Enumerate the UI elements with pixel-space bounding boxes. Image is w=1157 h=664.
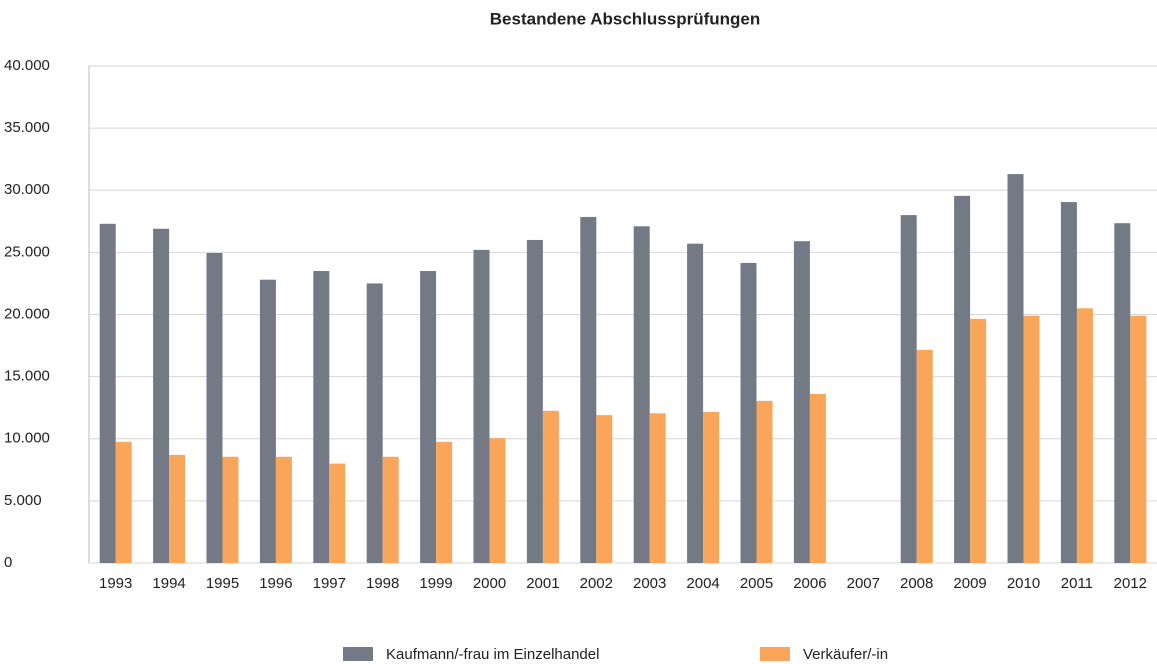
- x-tick-label: 1993: [99, 575, 132, 592]
- x-tick-label: 2011: [1061, 575, 1093, 592]
- bar: [420, 271, 437, 563]
- x-tick-label: 2010: [1007, 575, 1040, 592]
- x-tick-label: 1999: [419, 575, 452, 592]
- bar: [153, 228, 170, 563]
- bar: [633, 226, 650, 563]
- y-tick-label: 40.000: [4, 57, 50, 74]
- legend-swatch: [343, 647, 373, 661]
- bar: [916, 349, 933, 563]
- bar: [793, 241, 810, 563]
- bar: [366, 283, 383, 563]
- bar: [99, 223, 116, 564]
- bar: [1023, 315, 1040, 563]
- x-tick-label: 2005: [740, 575, 773, 592]
- bar: [222, 456, 239, 563]
- x-tick-label: 1998: [366, 575, 399, 592]
- bar: [1130, 315, 1147, 563]
- y-tick-label: 0: [4, 554, 12, 571]
- bar: [596, 415, 613, 563]
- x-tick-label: 1995: [206, 575, 239, 592]
- x-tick-label: 1996: [259, 575, 292, 592]
- bar: [382, 456, 399, 563]
- bar: [954, 195, 971, 563]
- bar: [526, 239, 543, 563]
- x-tick-label: 2006: [793, 575, 826, 592]
- y-tick-label: 10.000: [4, 430, 50, 447]
- x-tick-label: 2000: [473, 575, 506, 592]
- bar: [1114, 223, 1131, 563]
- legend-swatch: [760, 647, 790, 661]
- bar: [703, 412, 720, 563]
- bar: [542, 410, 559, 563]
- bar: [687, 243, 704, 564]
- x-tick-label: 1994: [152, 575, 185, 592]
- bar: [970, 318, 987, 563]
- bar: [275, 456, 292, 563]
- x-tick-label: 2004: [686, 575, 719, 592]
- bar: [206, 252, 223, 563]
- y-tick-label: 30.000: [4, 181, 50, 198]
- bar: [259, 279, 276, 563]
- bar: [580, 216, 597, 563]
- y-tick-label: 5.000: [4, 492, 42, 509]
- x-tick-label: 2003: [633, 575, 666, 592]
- bar: [473, 249, 490, 563]
- bar: [756, 400, 773, 563]
- bar: [169, 454, 186, 563]
- y-tick-label: 20.000: [4, 305, 50, 322]
- bar: [436, 441, 453, 563]
- y-tick-label: 35.000: [4, 119, 50, 136]
- x-tick-label: 2009: [953, 575, 986, 592]
- bar: [649, 413, 666, 563]
- legend-label: Kaufmann/-frau im Einzelhandel: [386, 646, 599, 663]
- legend-label: Verkäufer/-in: [803, 646, 888, 663]
- bar: [1076, 308, 1093, 563]
- bar: [1007, 174, 1024, 563]
- bar: [900, 215, 917, 563]
- x-tick-label: 2001: [526, 575, 559, 592]
- x-tick-label: 2002: [580, 575, 613, 592]
- bar: [489, 438, 506, 563]
- x-tick-label: 2012: [1114, 575, 1147, 592]
- bar: [740, 262, 757, 563]
- x-tick-label: 1997: [313, 575, 346, 592]
- bar: [115, 441, 132, 563]
- y-tick-label: 25.000: [4, 243, 50, 260]
- bar: [1060, 202, 1077, 563]
- bar: [329, 463, 346, 563]
- x-tick-label: 2008: [900, 575, 933, 592]
- y-tick-label: 15.000: [4, 368, 50, 385]
- chart-title: Bestandene Abschlussprüfungen: [490, 9, 760, 28]
- bar: [809, 394, 826, 563]
- bar: [313, 271, 330, 563]
- x-tick-label: 2007: [847, 575, 880, 592]
